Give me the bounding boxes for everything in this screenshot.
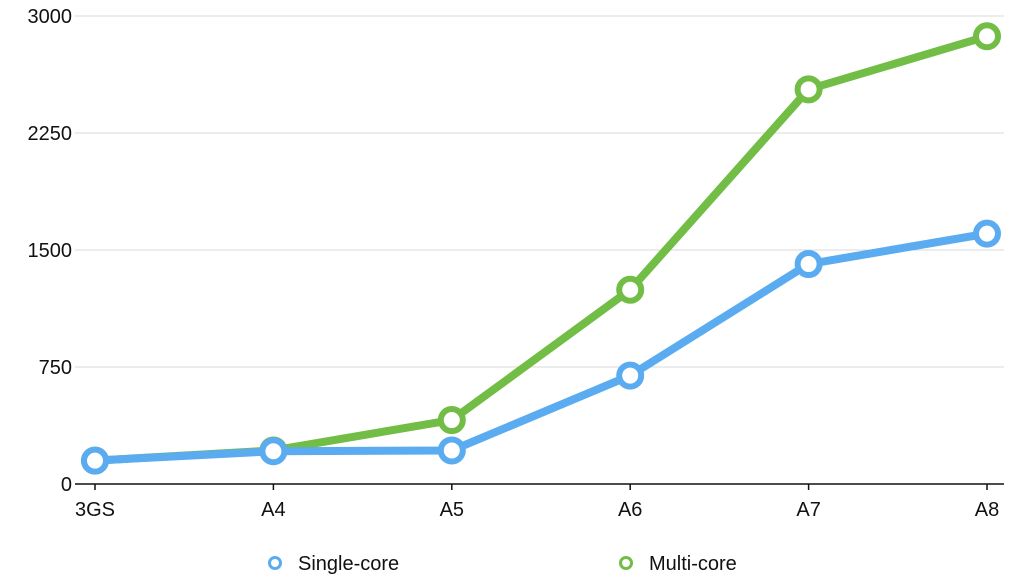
series-lines (81, 22, 1001, 475)
x-tick-labels: 3GS A4 A5 A6 A7 A8 (75, 499, 999, 521)
legend: Single-core Multi-core (268, 553, 737, 575)
legend-item: Multi-core (619, 553, 737, 575)
y-tick-label: 750 (39, 357, 72, 379)
data-point (437, 406, 466, 435)
axes (75, 483, 1004, 490)
grid-lines (75, 15, 1004, 368)
x-tick-label: 3GS (75, 499, 115, 521)
y-tick-label: 3000 (28, 6, 73, 28)
data-point (259, 437, 288, 466)
x-tick-label: A5 (440, 499, 464, 521)
x-tick-label: A8 (975, 499, 999, 521)
x-tick-label: A6 (618, 499, 642, 521)
data-point (973, 219, 1001, 248)
series-line (91, 32, 991, 465)
data-point (794, 250, 823, 279)
legend-label: Multi-core (649, 553, 737, 575)
y-tick-label: 0 (61, 474, 72, 496)
legend-marker (619, 556, 633, 570)
y-tick-labels: 0 750 1500 2250 3000 (28, 6, 73, 496)
data-point (616, 361, 645, 390)
data-point (81, 446, 109, 475)
data-point (973, 22, 1001, 51)
y-tick-label: 2250 (28, 123, 73, 145)
data-point (616, 275, 645, 304)
series-multi-core (81, 22, 1001, 475)
series-single-core (81, 219, 1001, 475)
legend-marker (268, 556, 282, 570)
x-tick-label: A7 (796, 499, 820, 521)
y-tick-label: 1500 (28, 240, 73, 262)
series-line (91, 229, 991, 465)
legend-label: Single-core (298, 553, 399, 575)
x-tick-label: A4 (261, 499, 285, 521)
legend-item: Single-core (268, 553, 399, 575)
data-point (794, 75, 823, 104)
data-point (437, 436, 466, 465)
